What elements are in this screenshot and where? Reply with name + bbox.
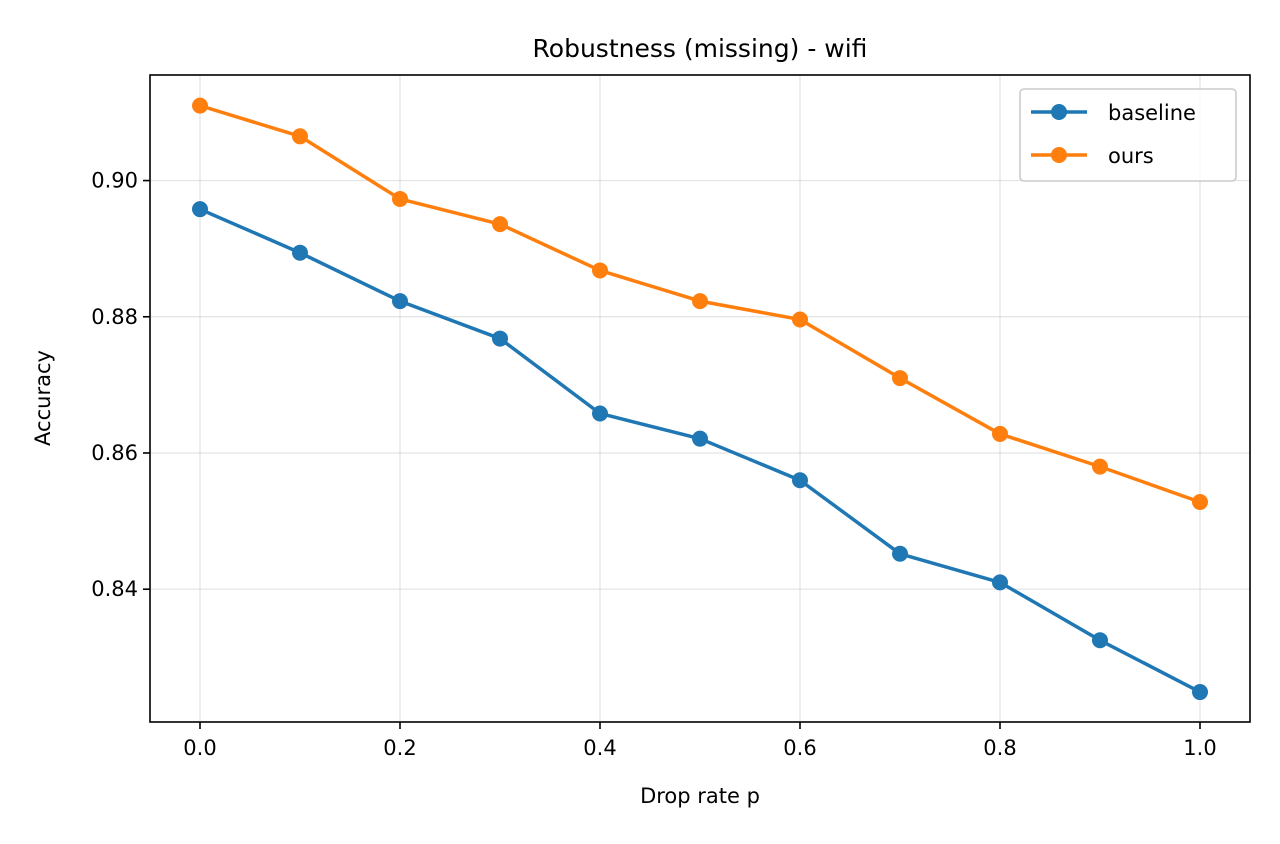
- y-tick-label: 0.84: [91, 577, 138, 601]
- legend-swatch-marker-baseline: [1051, 104, 1067, 120]
- data-point-baseline: [492, 330, 508, 347]
- tick-layer: 0.0 0.2 0.4 0.6 0.8 1.0 0.84 0.86 0.88 0.90: [91, 169, 1216, 760]
- x-axis-title: Drop rate p: [640, 784, 760, 808]
- x-tick-label: 0.8: [983, 736, 1016, 760]
- data-point-ours: [492, 216, 508, 233]
- data-point-baseline: [992, 574, 1008, 591]
- data-point-baseline: [192, 201, 208, 218]
- data-point-baseline: [592, 405, 608, 422]
- data-point-ours: [692, 293, 708, 310]
- data-point-ours: [292, 128, 308, 145]
- data-point-ours: [992, 425, 1008, 442]
- data-point-baseline: [292, 244, 308, 261]
- data-point-baseline: [1092, 632, 1108, 649]
- y-tick-label: 0.86: [91, 441, 138, 465]
- data-point-baseline: [392, 293, 408, 310]
- y-axis-title: Accuracy: [31, 350, 55, 446]
- y-tick-label: 0.88: [91, 305, 138, 329]
- data-point-ours: [1092, 458, 1108, 475]
- data-point-ours: [192, 97, 208, 114]
- data-point-baseline: [792, 472, 808, 489]
- data-point-ours: [792, 311, 808, 328]
- data-point-ours: [392, 190, 408, 207]
- x-tick-label: 1.0: [1183, 736, 1216, 760]
- data-point-ours: [892, 370, 908, 387]
- chart-title: Robustness (missing) - wifi: [533, 34, 868, 63]
- series-layer: [192, 97, 1208, 701]
- legend-label-baseline: baseline: [1108, 101, 1196, 125]
- x-tick-label: 0.2: [383, 736, 416, 760]
- y-tick-label: 0.90: [91, 169, 138, 193]
- data-point-baseline: [692, 430, 708, 447]
- x-tick-label: 0.4: [583, 736, 616, 760]
- data-point-ours: [1192, 494, 1208, 511]
- x-tick-label: 0.6: [783, 736, 816, 760]
- data-point-baseline: [1192, 684, 1208, 701]
- data-point-baseline: [892, 545, 908, 562]
- data-point-ours: [592, 262, 608, 279]
- legend: baseline ours: [1019, 88, 1237, 182]
- x-tick-label: 0.0: [183, 736, 216, 760]
- legend-swatch-marker-ours: [1051, 147, 1067, 163]
- plot-area-frame: [149, 74, 1251, 723]
- legend-label-ours: ours: [1108, 144, 1154, 168]
